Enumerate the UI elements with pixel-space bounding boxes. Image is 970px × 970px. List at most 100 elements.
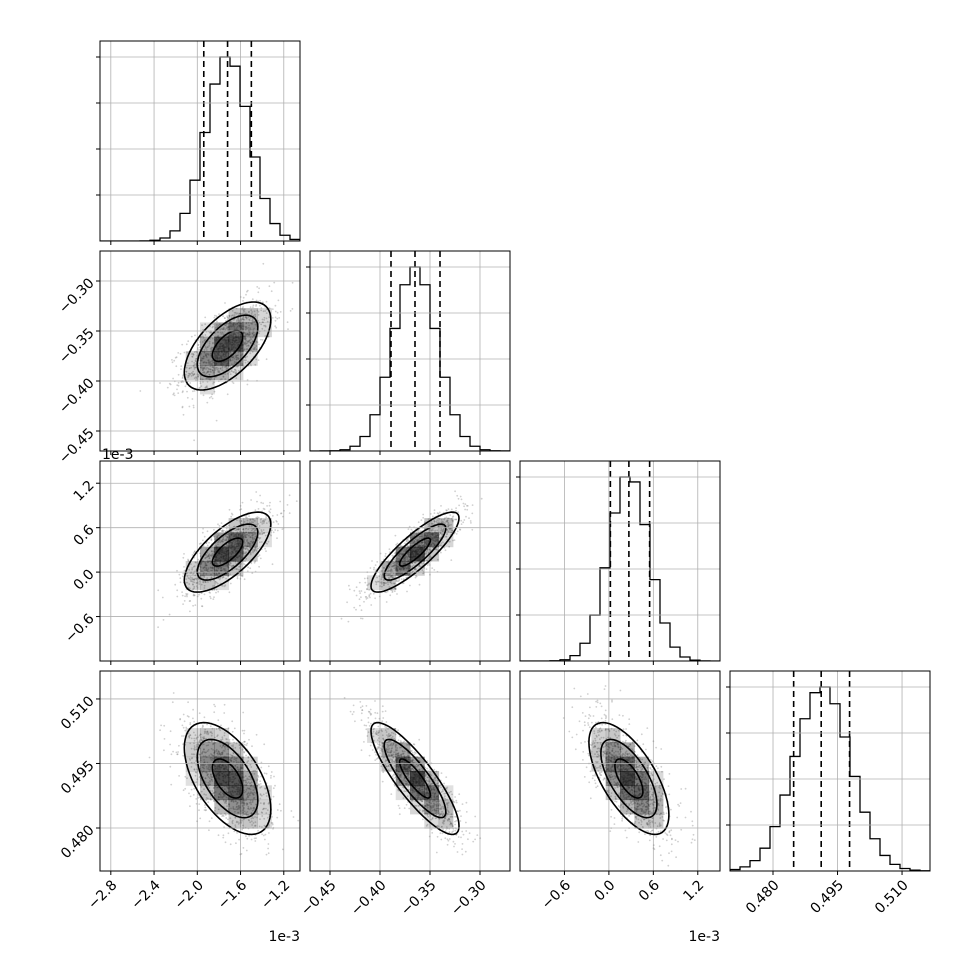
sample-point (246, 770, 249, 772)
sample-point (245, 348, 248, 350)
sample-point (176, 595, 179, 598)
sample-point (237, 821, 240, 824)
sample-point (231, 822, 234, 825)
sample-point (223, 801, 226, 804)
sample-point (243, 538, 246, 541)
sample-point (189, 742, 192, 745)
sample-point (213, 589, 216, 591)
sample-point (248, 318, 251, 321)
sample-point (446, 528, 448, 531)
sample-point (217, 334, 220, 337)
sample-point (396, 542, 399, 545)
sample-point (173, 394, 176, 397)
sample-point (202, 369, 204, 372)
sample-point (223, 750, 226, 752)
sample-point (243, 810, 246, 813)
sample-point (204, 728, 207, 731)
sample-point (254, 313, 256, 316)
sample-point (418, 537, 421, 540)
sample-point (245, 812, 248, 814)
sample-point (194, 550, 196, 552)
sample-point (182, 556, 185, 559)
sample-point (243, 578, 246, 581)
sample-point (219, 577, 222, 579)
sample-point (222, 375, 225, 378)
sample-point (229, 758, 232, 761)
sample-point (257, 359, 260, 361)
sample-point (202, 737, 205, 740)
sample-point (239, 578, 242, 580)
sample-point (204, 386, 207, 388)
sample-point (209, 378, 212, 381)
sample-point (193, 377, 196, 379)
sample-point (216, 536, 218, 539)
sample-point (249, 821, 252, 824)
sample-point (236, 319, 239, 321)
sample-point (215, 419, 218, 422)
sample-point (248, 532, 251, 535)
sample-point (188, 577, 191, 580)
sample-point (229, 359, 232, 362)
sample-point (239, 522, 242, 525)
sample-point (199, 575, 202, 578)
sample-point (270, 290, 273, 293)
sample-point (207, 370, 210, 373)
sample-point (433, 509, 436, 512)
sample-point (247, 756, 250, 758)
sample-point (192, 365, 195, 367)
sample-point (420, 519, 423, 522)
contour-line (211, 537, 244, 567)
sample-point (241, 814, 244, 817)
sample-point (245, 316, 248, 318)
sample-point (261, 833, 263, 836)
sample-point (368, 589, 370, 591)
density-bin (424, 532, 440, 548)
sample-point (217, 543, 219, 546)
sample-point (416, 543, 419, 546)
sample-point (260, 541, 263, 543)
sample-point (202, 725, 205, 728)
sample-point (218, 751, 221, 753)
density-bin (438, 532, 454, 548)
sample-point (235, 808, 238, 811)
sample-point (446, 509, 448, 512)
sample-point (248, 794, 251, 797)
sample-point (253, 550, 256, 553)
sample-point (178, 775, 181, 777)
sample-point (390, 575, 392, 578)
sample-point (242, 306, 245, 308)
sample-point (220, 813, 222, 815)
sample-point (202, 737, 205, 740)
sample-point (452, 539, 454, 542)
sample-point (201, 763, 204, 766)
sample-point (359, 592, 361, 594)
sample-point (420, 541, 423, 544)
sample-point (440, 521, 443, 524)
sample-point (211, 569, 214, 572)
sample-point (291, 308, 294, 310)
sample-point (169, 765, 172, 768)
sample-point (382, 582, 385, 584)
sample-point (230, 356, 233, 359)
sample-point (235, 742, 238, 745)
sample-point (447, 524, 450, 527)
sample-point (445, 535, 448, 538)
sample-point (177, 352, 180, 354)
sample-point (189, 600, 192, 602)
sample-point (205, 352, 208, 355)
y-offset-label: 1e-3 (102, 447, 133, 463)
sample-point (210, 377, 213, 380)
sample-point (249, 553, 252, 556)
sample-point (229, 373, 232, 376)
sample-point (417, 521, 420, 524)
sample-point (207, 776, 210, 778)
sample-point (204, 316, 207, 319)
sample-point (172, 393, 175, 396)
sample-point (216, 320, 218, 323)
sample-point (215, 366, 218, 369)
sample-point (420, 535, 423, 538)
sample-point (250, 309, 253, 312)
sample-point (233, 760, 235, 763)
sample-point (251, 340, 254, 343)
sample-point (246, 811, 249, 813)
